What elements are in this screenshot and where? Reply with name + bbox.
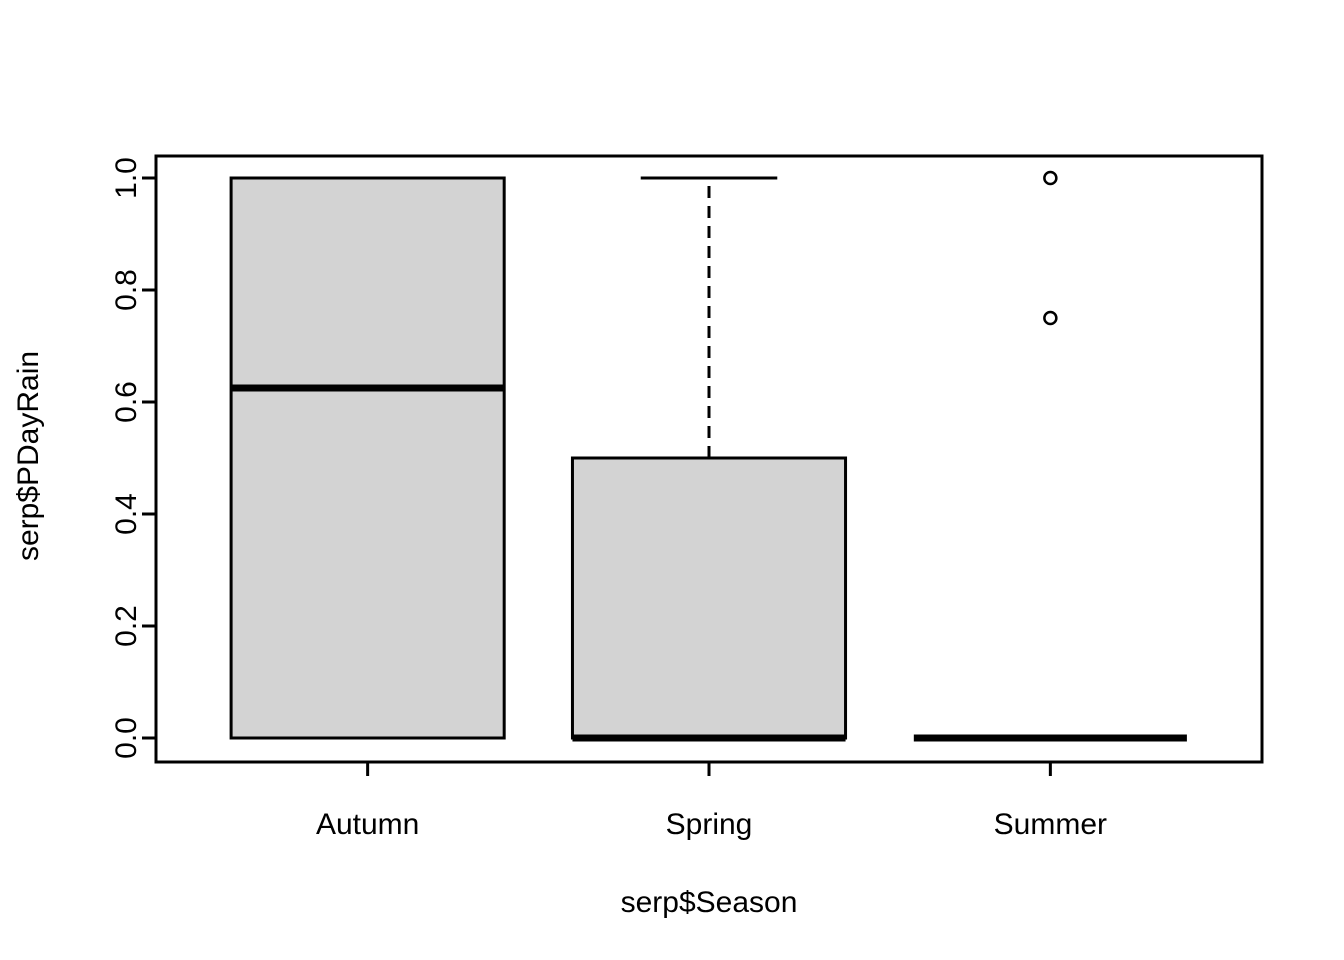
box-group-autumn	[229, 176, 506, 740]
x-tick-label-summer: Summer	[994, 808, 1107, 841]
y-axis: 0.0 0.2 0.4 0.6 0.8 1.0	[110, 157, 156, 759]
box-group-summer	[913, 170, 1187, 742]
y-tick-label: 0.0	[110, 717, 143, 759]
y-axis-title: serp$PDayRain	[12, 350, 45, 562]
x-tick-label-spring: Spring	[666, 808, 753, 841]
y-tick-label: 0.2	[110, 605, 143, 647]
x-tick-label-autumn: Autumn	[316, 808, 419, 841]
iqr-box	[570, 456, 848, 740]
outlier-point	[1043, 170, 1058, 186]
y-tick-label: 0.6	[110, 381, 143, 423]
box-group-spring	[570, 176, 848, 742]
y-tick-label: 0.4	[110, 493, 143, 535]
outlier-point	[1043, 310, 1058, 326]
y-tick-label: 1.0	[110, 157, 143, 199]
x-axis-title: serp$Season	[620, 886, 798, 919]
iqr-box	[229, 176, 506, 740]
x-axis: Autumn Spring Summer	[316, 762, 1107, 841]
y-tick-label: 0.8	[110, 269, 143, 311]
